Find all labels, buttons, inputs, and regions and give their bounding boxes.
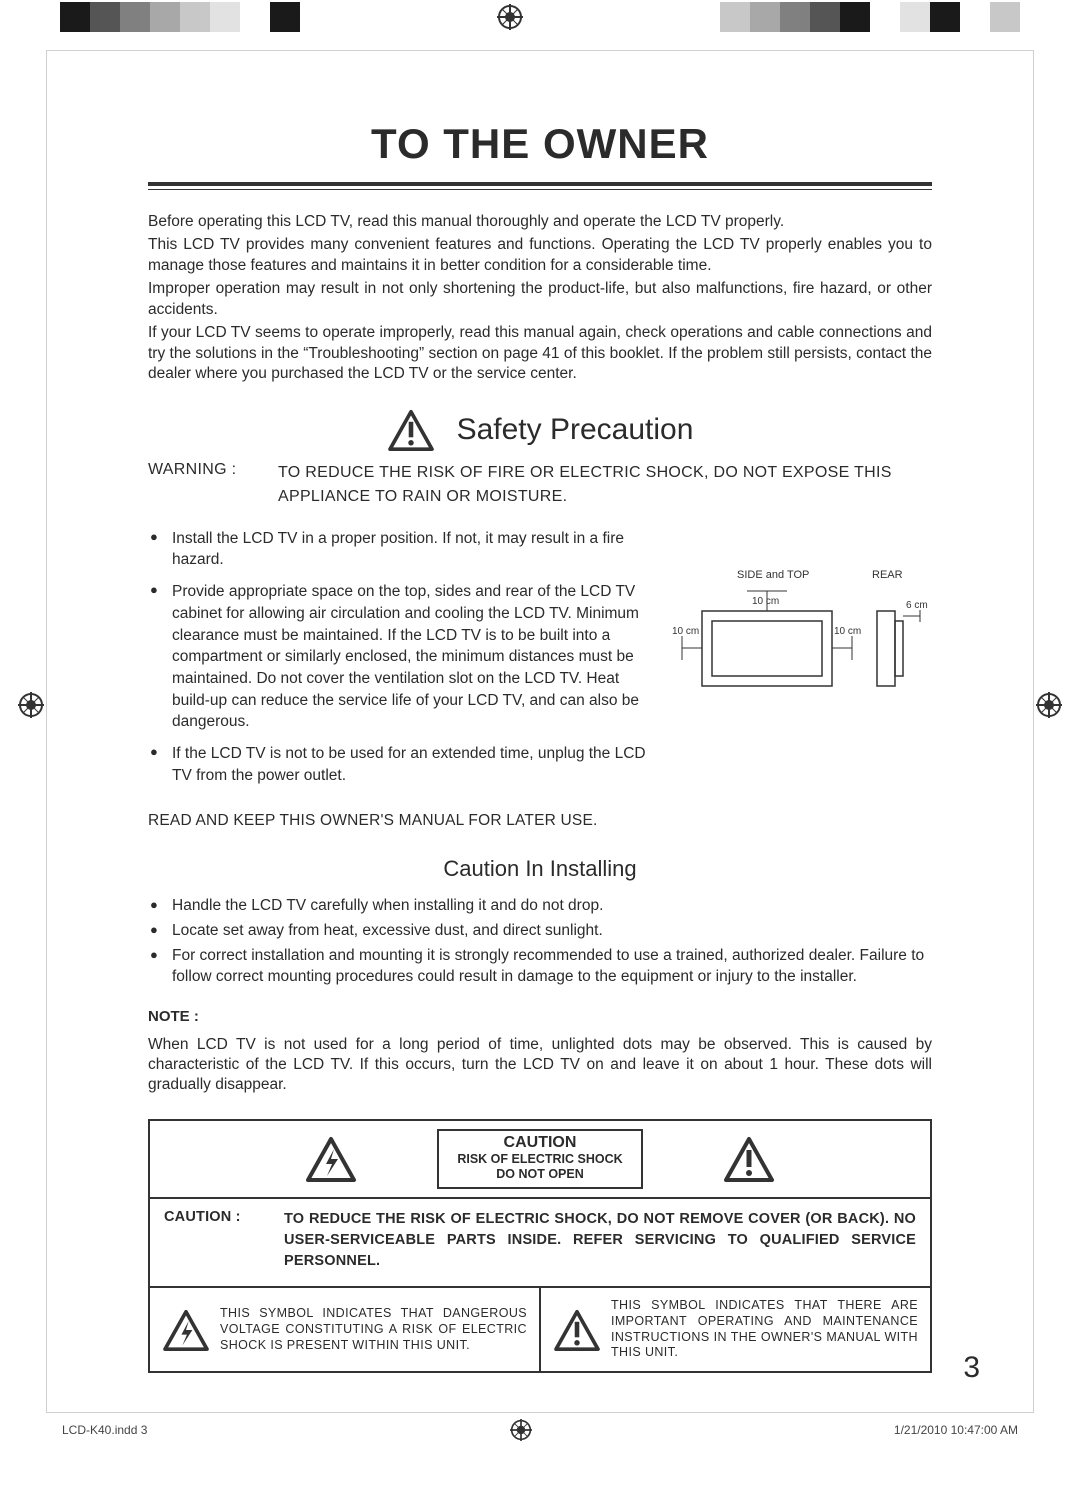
page-content: TO THE OWNER Before operating this LCD T… — [60, 60, 1020, 1403]
diagram-label-rear: REAR — [872, 569, 903, 581]
read-and-keep-line: READ AND KEEP THIS OWNER'S MANUAL FOR LA… — [148, 812, 932, 830]
caution-risk-line2: DO NOT OPEN — [457, 1167, 622, 1182]
intro-line: Before operating this LCD TV, read this … — [148, 212, 932, 233]
color-bar-swatch — [720, 2, 750, 32]
caution-right-desc: THIS SYMBOL INDICATES THAT THERE ARE IMP… — [611, 1298, 918, 1361]
installing-bullet: Handle the LCD TV carefully when install… — [148, 896, 932, 917]
caution-mid-text: TO REDUCE THE RISK OF ELECTRIC SHOCK, DO… — [284, 1209, 916, 1272]
caution-box: CAUTION RISK OF ELECTRIC SHOCK DO NOT OP… — [148, 1119, 932, 1373]
warning-text: TO REDUCE THE RISK OF FIRE OR ELECTRIC S… — [278, 461, 932, 507]
color-bars-left — [60, 2, 330, 32]
color-bar-swatch — [120, 2, 150, 32]
registration-mark-icon — [510, 1419, 532, 1441]
warning-label: WARNING : — [148, 461, 278, 507]
svg-text:6 cm: 6 cm — [906, 600, 928, 611]
color-bar-swatch — [960, 2, 990, 32]
clearance-diagram: SIDE and TOP REAR 10 cm 10 cm 10 cm 6 cm — [672, 528, 932, 797]
note-text: When LCD TV is not used for a long perio… — [148, 1035, 932, 1095]
color-bar-swatch — [900, 2, 930, 32]
page-number: 3 — [963, 1351, 980, 1385]
color-bar-swatch — [90, 2, 120, 32]
caution-box-top: CAUTION RISK OF ELECTRIC SHOCK DO NOT OP… — [150, 1121, 930, 1199]
intro-line: If your LCD TV seems to operate improper… — [148, 323, 932, 386]
warning-triangle-icon — [723, 1136, 775, 1182]
installing-bullet: Locate set away from heat, excessive dus… — [148, 921, 932, 942]
intro-line: This LCD TV provides many convenient fea… — [148, 235, 932, 277]
color-bar-swatch — [930, 2, 960, 32]
color-bar-swatch — [150, 2, 180, 32]
caution-word: CAUTION — [457, 1134, 622, 1152]
safety-heading-row: Safety Precaution — [148, 409, 932, 451]
safety-bullet: Provide appropriate space on the top, si… — [148, 581, 654, 733]
color-bar-swatch — [180, 2, 210, 32]
caution-label-box: CAUTION RISK OF ELECTRIC SHOCK DO NOT OP… — [437, 1129, 642, 1189]
shock-triangle-icon — [162, 1309, 210, 1351]
installing-bullet: For correct installation and mounting it… — [148, 946, 932, 988]
caution-box-bottom: THIS SYMBOL INDICATES THAT DANGEROUS VOL… — [150, 1288, 930, 1371]
caution-box-mid: CAUTION : TO REDUCE THE RISK OF ELECTRIC… — [150, 1199, 930, 1288]
svg-text:10 cm: 10 cm — [752, 596, 779, 607]
intro-line: Improper operation may result in not onl… — [148, 279, 932, 321]
color-bar-swatch — [270, 2, 300, 32]
warning-triangle-icon — [387, 409, 435, 451]
warning-row: WARNING : TO REDUCE THE RISK OF FIRE OR … — [148, 461, 932, 507]
note-label: NOTE : — [148, 1008, 932, 1025]
footer-filename: LCD-K40.indd 3 — [62, 1423, 147, 1437]
diagram-label-sidetop: SIDE and TOP — [737, 569, 809, 581]
footer-timestamp: 1/21/2010 10:47:00 AM — [894, 1423, 1018, 1437]
title-rule-thin — [148, 189, 932, 190]
caution-risk-line1: RISK OF ELECTRIC SHOCK — [457, 1152, 622, 1167]
shock-triangle-icon — [305, 1136, 357, 1182]
color-bar-swatch — [840, 2, 870, 32]
safety-bullet-list: Install the LCD TV in a proper position.… — [148, 528, 654, 797]
print-registration-top — [0, 0, 1080, 34]
svg-text:10 cm: 10 cm — [834, 626, 861, 637]
color-bar-swatch — [690, 2, 720, 32]
safety-heading: Safety Precaution — [457, 413, 694, 447]
color-bars-right — [690, 2, 1020, 32]
registration-mark-icon — [18, 692, 44, 718]
color-bar-swatch — [60, 2, 90, 32]
warning-triangle-icon — [553, 1309, 601, 1351]
print-footer: LCD-K40.indd 3 1/21/2010 10:47:00 AM — [62, 1419, 1018, 1441]
caution-mid-label: CAUTION : — [164, 1209, 284, 1272]
color-bar-swatch — [750, 2, 780, 32]
title-rule-thick — [148, 182, 932, 186]
registration-mark-icon — [1036, 692, 1062, 718]
installing-heading: Caution In Installing — [148, 856, 932, 882]
color-bar-swatch — [990, 2, 1020, 32]
color-bar-swatch — [300, 2, 330, 32]
installing-bullet-list: Handle the LCD TV carefully when install… — [148, 896, 932, 988]
page-title: TO THE OWNER — [148, 120, 932, 168]
svg-text:10 cm: 10 cm — [672, 626, 699, 637]
color-bar-swatch — [870, 2, 900, 32]
caution-left-desc: THIS SYMBOL INDICATES THAT DANGEROUS VOL… — [220, 1306, 527, 1353]
color-bar-swatch — [810, 2, 840, 32]
safety-bullet: Install the LCD TV in a proper position.… — [148, 528, 654, 571]
color-bar-swatch — [240, 2, 270, 32]
registration-mark-icon — [497, 4, 523, 30]
safety-bullet: If the LCD TV is not to be used for an e… — [148, 743, 654, 786]
color-bar-swatch — [210, 2, 240, 32]
color-bar-swatch — [780, 2, 810, 32]
intro-paragraphs: Before operating this LCD TV, read this … — [148, 212, 932, 385]
